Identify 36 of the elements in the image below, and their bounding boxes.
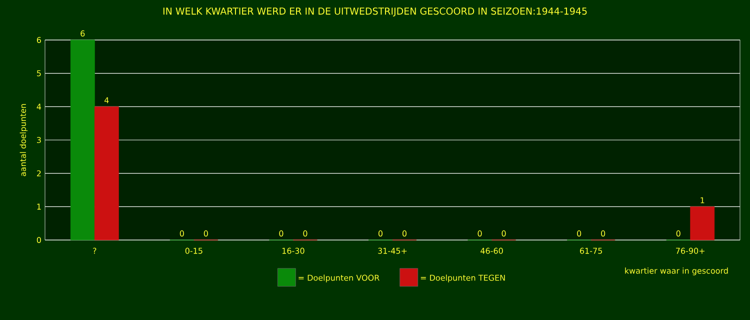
- legend-label: = Doelpunten TEGEN: [420, 274, 505, 282]
- bar: [94, 106, 119, 240]
- data-label: 0: [180, 230, 184, 236]
- y-tick-label: 0: [36, 236, 41, 244]
- x-tick-label: 76-90+: [676, 248, 704, 254]
- x-axis-title: kwartier waar in gescoord: [625, 268, 728, 276]
- x-tick-label: 46-60: [480, 248, 503, 254]
- legend-label: = Doelpunten VOOR: [298, 274, 380, 282]
- data-label: 0: [601, 230, 606, 236]
- data-label: 0: [204, 230, 208, 236]
- data-label: 0: [577, 230, 582, 236]
- y-tick-label: 1: [37, 204, 41, 210]
- bar: [690, 206, 715, 240]
- x-tick-label: 61-75: [580, 248, 602, 254]
- bar: [70, 40, 95, 240]
- y-axis-title: aantal doelpunten: [20, 104, 28, 176]
- data-label: 0: [378, 230, 383, 236]
- data-label: 1: [700, 197, 704, 204]
- chart-title: IN WELK KWARTIER WERD ER IN DE UITWEDSTRIJDEN GESCOORD IN SEIZOEN:1944-1945: [163, 8, 587, 16]
- x-tick-label: 0-15: [185, 248, 202, 254]
- data-label: 4: [104, 97, 109, 104]
- data-label: 0: [478, 230, 482, 236]
- data-label: 0: [402, 230, 407, 236]
- y-tick-label: 3: [37, 136, 41, 144]
- x-tick-label: 16-30: [282, 248, 304, 254]
- y-tick-label: 4: [36, 104, 42, 110]
- y-tick-label: 6: [36, 36, 41, 44]
- data-label: 6: [80, 30, 85, 36]
- x-tick-label: ?: [93, 248, 96, 254]
- data-label: 0: [676, 230, 680, 236]
- y-tick-label: 5: [37, 70, 41, 76]
- data-label: 0: [502, 230, 506, 236]
- y-tick-label: 2: [36, 170, 41, 176]
- data-label: 0: [303, 230, 308, 236]
- x-tick-label: 31-45+: [378, 248, 407, 254]
- data-label: 0: [279, 230, 284, 236]
